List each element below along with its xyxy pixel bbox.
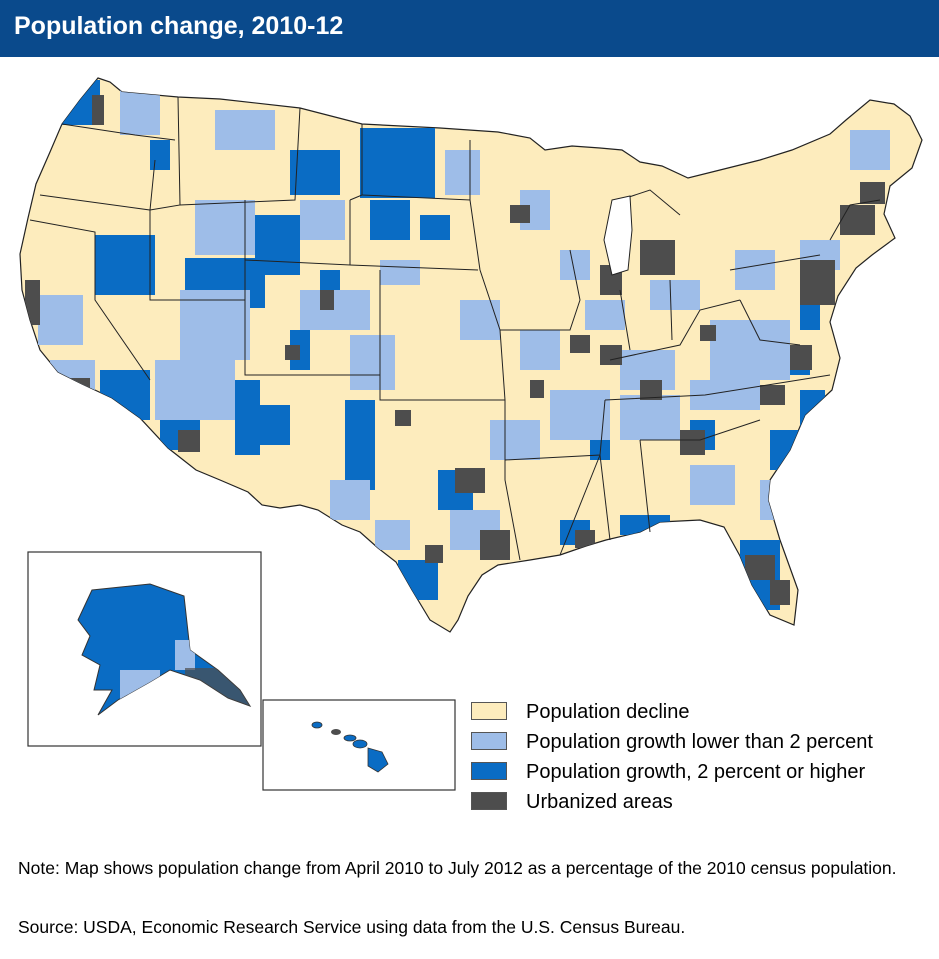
title-bar: Population change, 2010-12 — [0, 0, 939, 57]
legend-swatch — [471, 702, 507, 720]
legend-label: Population decline — [526, 701, 690, 723]
alaska-inset — [27, 551, 262, 747]
map — [19, 77, 923, 791]
legend-label: Population growth, 2 percent or higher — [526, 761, 866, 783]
map-title: Population change, 2010-12 — [14, 12, 344, 40]
note-text: Note: Map shows population change from A… — [18, 858, 897, 878]
legend-swatch — [471, 792, 507, 810]
state-borders — [29, 96, 881, 561]
legend-swatch — [471, 732, 507, 750]
legend-swatch — [471, 762, 507, 780]
legend-label: Population growth lower than 2 percent — [526, 731, 873, 753]
hawaii-inset — [262, 699, 456, 791]
lake-michigan — [603, 195, 633, 276]
contiguous-us-map — [19, 77, 923, 633]
source-text: Source: USDA, Economic Research Service … — [18, 917, 686, 937]
legend-label: Urbanized areas — [526, 791, 673, 813]
